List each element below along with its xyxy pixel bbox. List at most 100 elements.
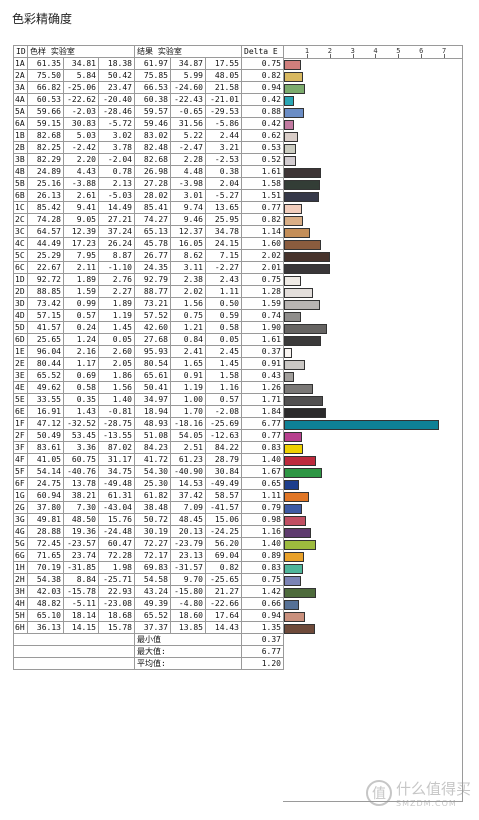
sample-lab-value: 31.17 bbox=[98, 453, 135, 466]
delta-e-value: 1.90 bbox=[241, 321, 284, 334]
sample-lab-value: 0.58 bbox=[63, 381, 99, 394]
axis-tick-label: 1 bbox=[304, 47, 310, 55]
table-row: 6A 59.15 30.83 -5.72 59.46 31.56 -5.86 0.42 bbox=[13, 117, 284, 130]
sample-lab-value: 25.16 bbox=[27, 177, 64, 190]
result-lab-value: -22.66 bbox=[205, 597, 242, 610]
page-title: 色彩精确度 bbox=[12, 12, 73, 26]
result-lab-value: 12.37 bbox=[170, 225, 206, 238]
sample-lab-value: 74.28 bbox=[27, 213, 64, 226]
result-lab-value: 0.58 bbox=[205, 321, 242, 334]
header-delta-e: Delta E bbox=[241, 45, 284, 58]
header-id: ID bbox=[13, 45, 28, 58]
delta-e-bar bbox=[284, 71, 303, 82]
sample-lab-value: 3.36 bbox=[63, 441, 99, 454]
table-row: 5B 25.16 -3.88 2.13 27.28 -3.98 2.04 1.58 bbox=[13, 177, 284, 190]
sample-lab-value: 1.24 bbox=[63, 333, 99, 346]
delta-e-value: 0.42 bbox=[241, 117, 284, 130]
row-id: 1E bbox=[13, 345, 28, 358]
delta-e-bar bbox=[284, 275, 302, 286]
result-lab-value: 37.37 bbox=[134, 621, 171, 634]
delta-e-value: 1.11 bbox=[241, 489, 284, 502]
delta-e-bar bbox=[284, 263, 330, 274]
result-lab-value: 18.94 bbox=[134, 405, 171, 418]
watermark-text: 什么值得买 bbox=[395, 780, 471, 798]
sample-lab-value: 49.62 bbox=[27, 381, 64, 394]
axis-tick-label: 2 bbox=[327, 47, 332, 55]
result-lab-value: 82.68 bbox=[134, 153, 171, 166]
result-lab-value: 13.85 bbox=[170, 621, 206, 634]
delta-e-bar bbox=[284, 215, 303, 226]
delta-e-value: 0.77 bbox=[241, 429, 284, 442]
table-row: 6B 26.13 2.61 -5.03 28.02 3.01 -5.27 1.51 bbox=[13, 189, 284, 202]
sample-lab-value: 5.03 bbox=[63, 129, 99, 142]
table-row: 5A 59.66 -2.03 -28.46 59.57 -0.65 -29.53 0.88 bbox=[13, 105, 284, 118]
watermark-domain: SMZDM.COM bbox=[395, 799, 457, 808]
result-lab-value: -0.65 bbox=[170, 105, 206, 118]
sample-lab-value: 13.78 bbox=[63, 477, 99, 490]
result-lab-value: 21.58 bbox=[205, 81, 242, 94]
sample-lab-value: 72.28 bbox=[98, 549, 135, 562]
delta-e-value: 1.26 bbox=[241, 381, 284, 394]
result-lab-value: -2.47 bbox=[170, 141, 206, 154]
sample-lab-value: 87.02 bbox=[98, 441, 135, 454]
row-id: 5B bbox=[13, 177, 28, 190]
result-lab-value: 38.48 bbox=[134, 501, 171, 514]
row-id: 5A bbox=[13, 105, 28, 118]
summary-value: 1.20 bbox=[241, 657, 284, 670]
table-row: 1G 60.94 38.21 61.31 61.82 37.42 58.57 1.11 bbox=[13, 489, 284, 502]
delta-e-value: 0.65 bbox=[241, 477, 284, 490]
row-id: 5C bbox=[13, 249, 28, 262]
summary-row: 最小值 0.37 bbox=[13, 633, 284, 646]
result-lab-value: 58.57 bbox=[205, 489, 242, 502]
delta-e-bar bbox=[284, 59, 302, 70]
delta-e-value: 1.59 bbox=[241, 297, 284, 310]
sample-lab-value: 30.83 bbox=[63, 117, 99, 130]
sample-lab-value: 50.49 bbox=[27, 429, 64, 442]
summary-blank bbox=[13, 633, 135, 646]
sample-lab-value: -2.42 bbox=[63, 141, 99, 154]
result-lab-value: -18.16 bbox=[170, 417, 206, 430]
result-lab-value: 1.00 bbox=[170, 393, 206, 406]
result-lab-value: 0.50 bbox=[205, 297, 242, 310]
sample-lab-value: -5.11 bbox=[63, 597, 99, 610]
axis-tick-label: 7 bbox=[442, 47, 447, 55]
result-lab-value: 26.77 bbox=[134, 249, 171, 262]
result-lab-value: 14.53 bbox=[170, 477, 206, 490]
delta-e-bar bbox=[284, 179, 321, 190]
row-id: 3A bbox=[13, 81, 28, 94]
delta-e-bar bbox=[284, 347, 293, 358]
sample-lab-value: 2.11 bbox=[63, 261, 99, 274]
row-id: 4G bbox=[13, 525, 28, 538]
result-lab-value: -24.25 bbox=[205, 525, 242, 538]
result-lab-value: 34.78 bbox=[205, 225, 242, 238]
sample-lab-value: -49.48 bbox=[98, 477, 135, 490]
table-row: 3H 42.03 -15.78 22.93 43.24 -15.80 21.27 1.42 bbox=[13, 585, 284, 598]
result-lab-value: 1.56 bbox=[170, 297, 206, 310]
sample-lab-value: -28.46 bbox=[98, 105, 135, 118]
summary-label: 平均值: bbox=[134, 657, 242, 670]
delta-e-bar bbox=[284, 455, 316, 466]
table-row: 4D 57.15 0.57 1.19 57.52 0.75 0.59 0.74 bbox=[13, 309, 284, 322]
delta-e-bar bbox=[284, 563, 303, 574]
result-lab-value: 80.54 bbox=[134, 357, 171, 370]
row-id: 5H bbox=[13, 609, 28, 622]
table-row: 4H 48.82 -5.11 -23.08 49.39 -4.80 -22.66 0.66 bbox=[13, 597, 284, 610]
result-lab-value: -2.53 bbox=[205, 153, 242, 166]
sample-lab-value: 8.84 bbox=[63, 573, 99, 586]
sample-lab-value: 61.31 bbox=[98, 489, 135, 502]
sample-lab-value: 65.10 bbox=[27, 609, 64, 622]
result-lab-value: 45.78 bbox=[134, 237, 171, 250]
delta-e-value: 2.01 bbox=[241, 261, 284, 274]
delta-e-bar bbox=[284, 491, 310, 502]
sample-lab-value: 1.43 bbox=[63, 405, 99, 418]
sample-lab-value: 44.49 bbox=[27, 237, 64, 250]
result-lab-value: 37.42 bbox=[170, 489, 206, 502]
delta-e-value: 0.75 bbox=[241, 57, 284, 70]
row-id: 3E bbox=[13, 369, 28, 382]
result-lab-value: 49.39 bbox=[134, 597, 171, 610]
sample-lab-value: -13.55 bbox=[98, 429, 135, 442]
result-lab-value: 85.41 bbox=[134, 201, 171, 214]
sample-lab-value: -23.57 bbox=[63, 537, 99, 550]
sample-lab-value: 34.75 bbox=[98, 465, 135, 478]
table-row: 2C 74.28 9.05 27.21 74.27 9.46 25.95 0.82 bbox=[13, 213, 284, 226]
